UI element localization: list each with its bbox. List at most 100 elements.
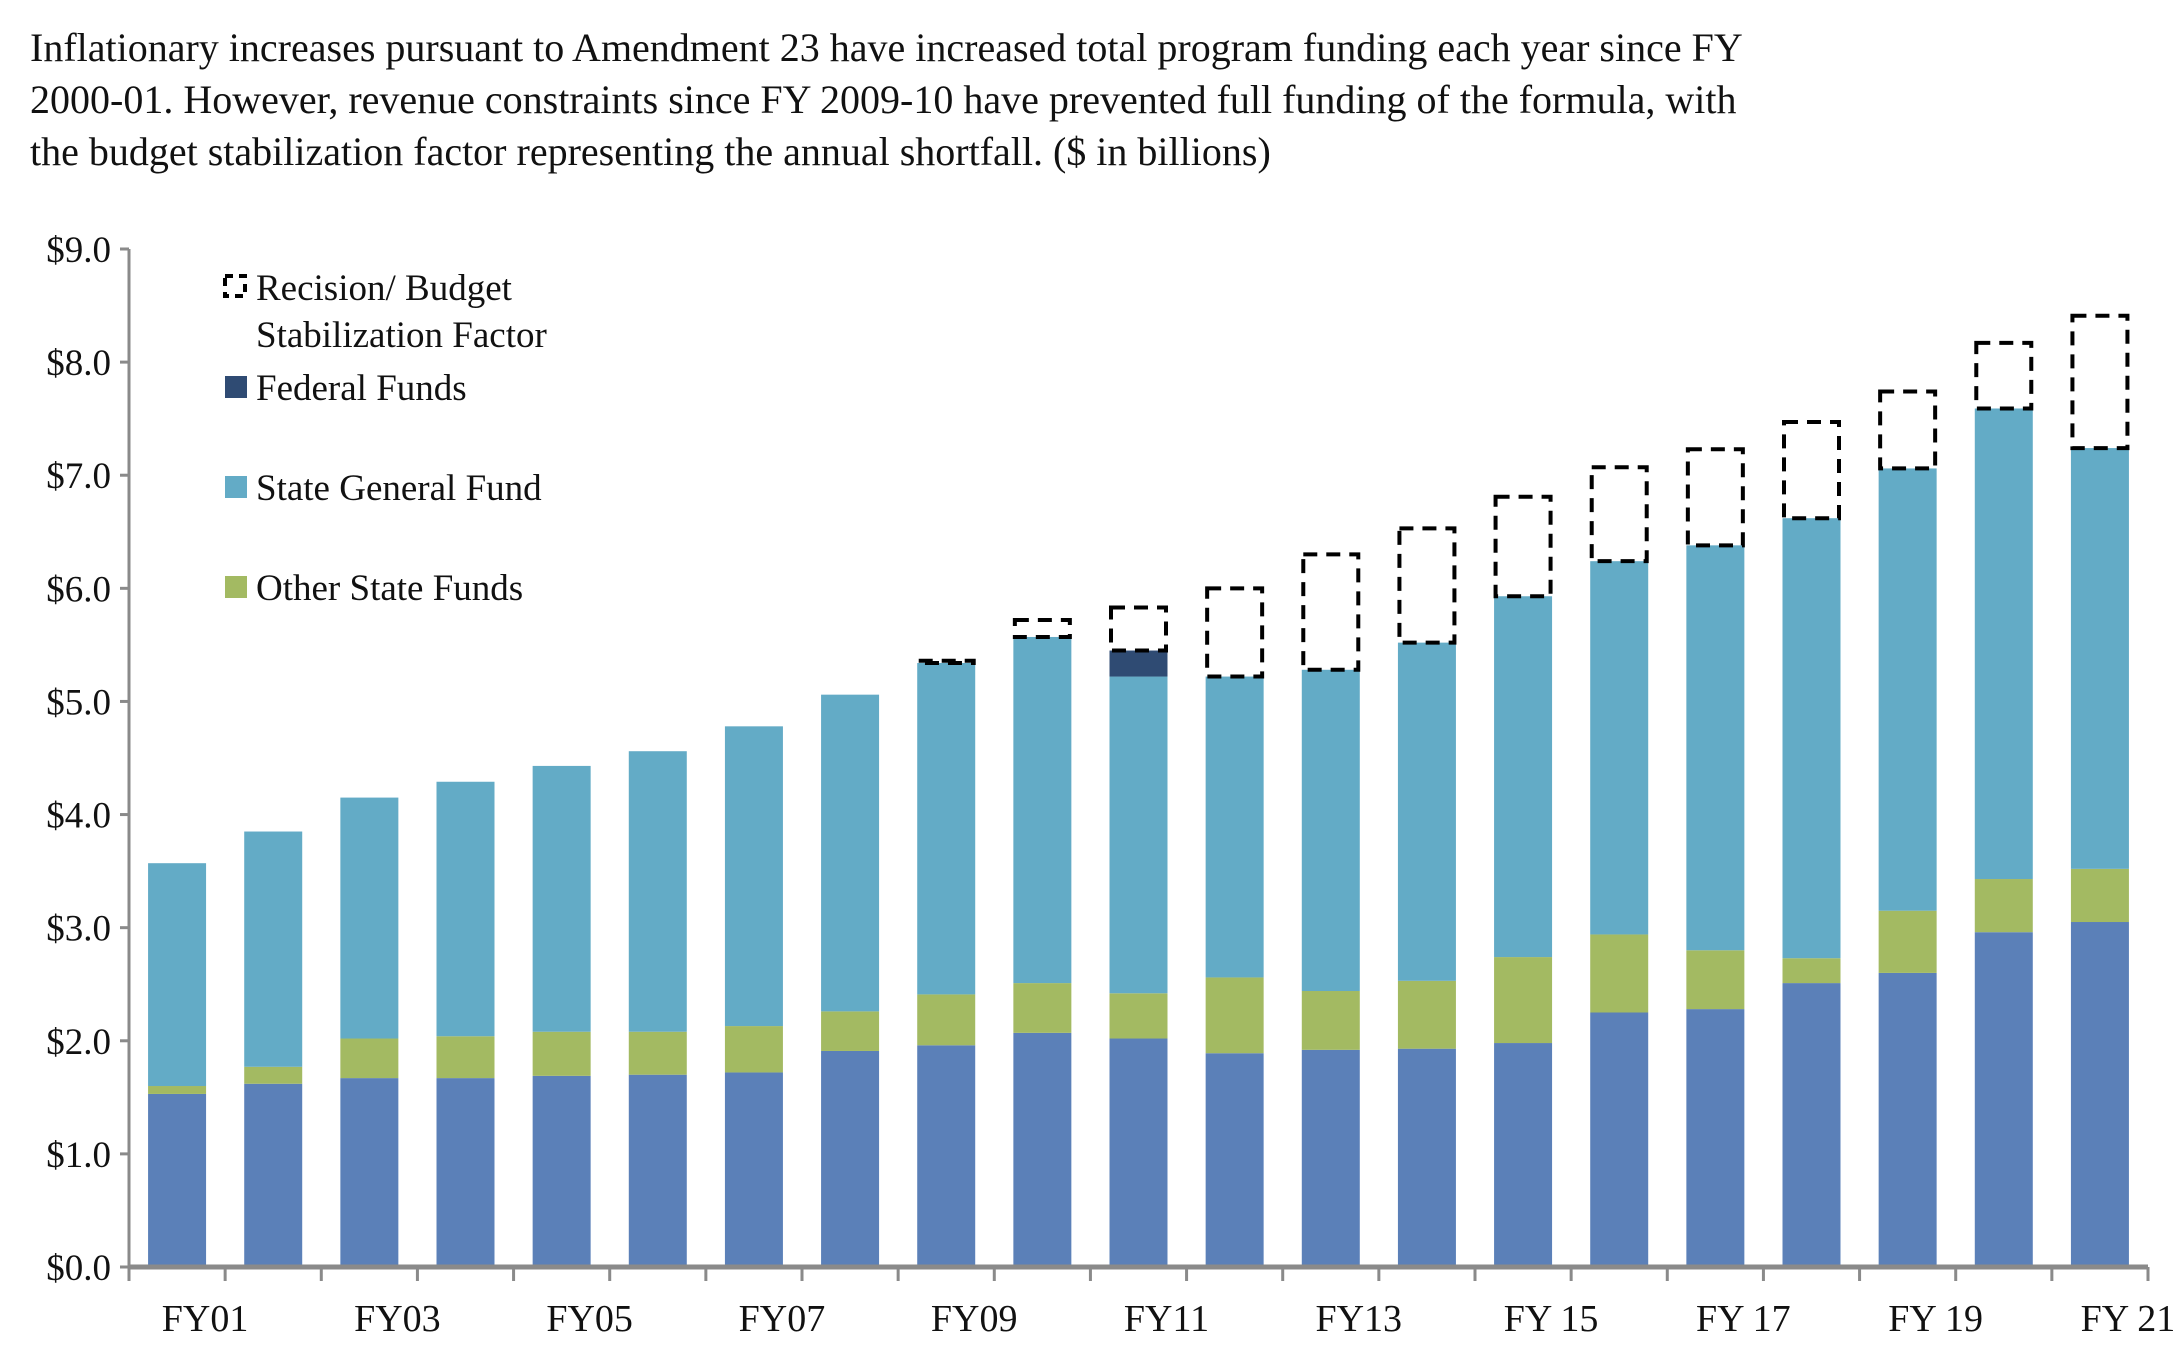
bar-segment-sgf	[436, 781, 495, 1037]
bar-segment-other	[628, 1031, 687, 1075]
bar-segment-bsf	[916, 658, 976, 665]
legend-label: State General Fund	[256, 468, 542, 509]
bar-segment-sgf	[724, 726, 783, 1027]
x-tick-label: FY13	[1315, 1298, 1402, 1340]
y-tick-label: $7.0	[46, 456, 111, 497]
bar-segment-sgf	[1109, 676, 1168, 994]
bar-segment-local	[628, 1074, 687, 1267]
bar-segment-sgf	[1301, 669, 1360, 992]
bar-segment-bsf	[1493, 494, 1553, 599]
x-tick-label: FY03	[354, 1298, 441, 1340]
x-tick-label: FY 21	[2081, 1298, 2176, 1340]
bar-segment-bsf	[1782, 420, 1841, 521]
y-tick-label: $9.0	[46, 230, 111, 271]
bar-segment-sgf	[1878, 468, 1937, 911]
bar-segment-other	[1878, 910, 1937, 973]
bar-segment-bsf	[1205, 586, 1265, 679]
bar-segment-local	[1878, 972, 1937, 1267]
x-tick-label: FY01	[162, 1298, 249, 1340]
bar-segment-local	[821, 1050, 880, 1267]
title-line: 2000-01. However, revenue constraints si…	[30, 77, 1737, 122]
bar-segment-other	[340, 1038, 399, 1079]
x-tick-label: FY05	[546, 1298, 633, 1340]
y-tick-label: $2.0	[46, 1022, 111, 1063]
bar-segment-other	[1494, 957, 1553, 1044]
bar-segment-local	[1109, 1038, 1168, 1267]
legend-swatch-bsf	[223, 274, 247, 298]
bar-segment-local	[340, 1078, 399, 1267]
bar-segment-bsf	[2070, 313, 2130, 451]
bar-segment-sgf	[1494, 596, 1553, 958]
bar-segment-sgf	[148, 863, 207, 1087]
bar-segment-sgf	[1782, 518, 1841, 959]
y-tick-label: $8.0	[46, 343, 111, 384]
bar-segment-bsf	[1109, 605, 1168, 653]
x-tick-label: FY 19	[1888, 1298, 1983, 1340]
bar-segment-other	[1109, 993, 1168, 1039]
bar-segment-local	[917, 1045, 976, 1267]
x-tick-label: FY09	[931, 1298, 1018, 1340]
bar-segment-federal	[1109, 650, 1168, 677]
bar-segment-local	[436, 1078, 495, 1267]
bar-segment-other	[148, 1086, 207, 1094]
legend-label: Recision/ Budget	[256, 268, 513, 309]
bar-segment-sgf	[1686, 545, 1745, 951]
bar-segment-local	[1494, 1043, 1553, 1267]
bar-segment-local	[532, 1075, 591, 1267]
bar-segment-local	[2070, 922, 2129, 1267]
bar-segment-local	[1590, 1012, 1649, 1267]
bar-segment-other	[1301, 991, 1360, 1050]
legend-label: Federal Funds	[256, 368, 467, 409]
bar-segment-other	[724, 1026, 783, 1073]
bar-segment-sgf	[821, 694, 880, 1012]
y-tick-label: $1.0	[46, 1135, 111, 1176]
bar-segment-bsf	[1301, 552, 1361, 672]
bar-segment-local	[1397, 1048, 1456, 1267]
bar-segment-bsf	[1397, 526, 1457, 645]
bar-segment-local	[1974, 932, 2033, 1267]
bar-segment-other	[1590, 934, 1649, 1013]
bar-segment-other	[917, 994, 976, 1046]
title-line: Inflationary increases pursuant to Amend…	[30, 25, 1743, 70]
y-tick-label: $3.0	[46, 909, 111, 950]
bar-segment-local	[724, 1072, 783, 1267]
bar-segment-sgf	[2070, 448, 2129, 869]
bar-segment-other	[436, 1036, 495, 1079]
bar-segment-bsf	[1974, 340, 2034, 411]
legend-label: Other State Funds	[256, 568, 523, 609]
bar-segment-sgf	[917, 662, 976, 995]
chart-title: Inflationary increases pursuant to Amend…	[30, 22, 2130, 178]
bar-segment-other	[821, 1011, 880, 1051]
bar-segment-other	[1013, 983, 1072, 1033]
bar-segment-bsf	[1878, 389, 1938, 471]
bar-segment-local	[1013, 1032, 1072, 1267]
x-tick-label: FY07	[739, 1298, 826, 1340]
bar-segment-local	[1301, 1049, 1360, 1267]
bar-segment-local	[1782, 983, 1841, 1267]
y-tick-label: $5.0	[46, 682, 111, 723]
bar-segment-sgf	[1974, 408, 2033, 880]
bar-segment-other	[1205, 977, 1264, 1054]
bar-segment-local	[1205, 1053, 1264, 1267]
bar-segment-sgf	[628, 751, 687, 1032]
bar-segment-sgf	[244, 831, 303, 1067]
bars-group	[148, 313, 2130, 1267]
bar-segment-other	[532, 1031, 591, 1076]
bar-segment-local	[244, 1083, 303, 1267]
bar-segment-sgf	[1397, 642, 1456, 981]
x-tick-label: FY11	[1124, 1298, 1209, 1340]
bar-segment-sgf	[1205, 676, 1264, 978]
legend-swatch-federal	[225, 376, 247, 398]
bar-segment-other	[1686, 950, 1745, 1010]
bar-segment-sgf	[532, 765, 591, 1032]
bar-segment-bsf	[1012, 618, 1072, 639]
bar-segment-bsf	[1589, 465, 1649, 564]
axes-group: $0.0 $1.0 $2.0 $3.0 $4.0 $5.0 $6.0 $7.0 $8.0 $9.0…	[46, 230, 2175, 1340]
bar-segment-sgf	[1013, 636, 1072, 984]
bar-segment-other	[1397, 980, 1456, 1049]
bar-segment-local	[148, 1093, 207, 1267]
bar-segment-other	[1974, 879, 2033, 933]
y-tick-label: $4.0	[46, 796, 111, 837]
x-tick-label: FY 17	[1696, 1298, 1791, 1340]
